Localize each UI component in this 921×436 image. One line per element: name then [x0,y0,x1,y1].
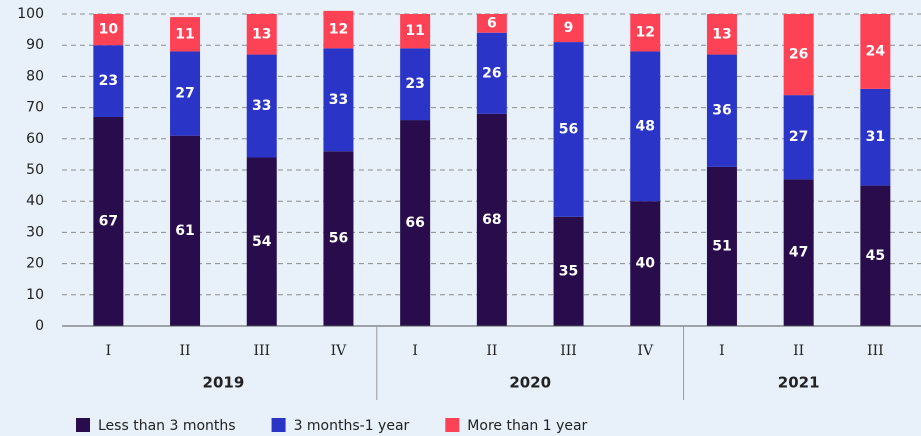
data-label: 11 [175,26,194,42]
data-label: 12 [329,22,348,38]
data-label: 24 [866,43,886,59]
legend-swatch [271,418,286,432]
data-label: 45 [866,248,885,264]
bar-segment [170,135,201,326]
bar-segment [706,166,737,326]
x-tick-label: IV [331,343,348,359]
y-tick-label: 10 [26,287,44,303]
data-label: 54 [252,234,272,250]
data-label: 51 [712,238,731,254]
bar-segment [783,95,814,180]
data-label: 10 [99,22,119,38]
bar-segment [630,201,661,326]
bar-segment [553,42,584,217]
legend-label: More than 1 year [467,418,587,434]
y-tick-label: 40 [26,193,44,209]
bar-segment [630,14,661,52]
data-label: 68 [482,212,501,228]
data-label: 56 [329,231,348,247]
bar-segment [246,157,277,326]
bar-segment [860,88,891,186]
bar-segment [323,151,354,326]
bar-segment [170,17,201,52]
y-tick-label: 80 [26,68,44,84]
bar-segment [400,14,431,49]
y-tick-label: 50 [26,162,44,178]
data-label: 48 [636,118,655,134]
bar-segment [706,14,737,55]
legend-swatch [445,418,460,432]
data-label: 66 [405,215,424,231]
x-tick-label: II [486,343,497,359]
bar-segment [553,14,584,43]
y-tick-label: 0 [35,318,44,334]
bar-segment [630,51,661,202]
bar-segment [246,14,277,55]
data-label: 26 [789,47,808,63]
data-label: 27 [789,129,808,145]
data-label: 6 [487,15,497,31]
data-label: 9 [564,20,574,36]
data-label: 36 [712,103,731,119]
data-label: 33 [329,92,348,108]
group-label: 2019 [203,374,245,392]
data-label: 11 [405,23,424,39]
bar-segment [170,51,201,136]
data-label: 33 [252,98,271,114]
bar-segment [400,120,431,326]
data-label: 13 [712,26,731,42]
y-tick-label: 90 [26,37,44,53]
y-tick-label: 30 [26,224,44,240]
data-label: 23 [99,73,118,89]
legend-label: Less than 3 months [98,418,236,434]
legend-label: 3 months-1 year [294,418,410,434]
bar-segment [93,14,124,46]
x-tick-label: I [412,343,418,359]
bar-segment [323,48,354,152]
bar-segment [93,45,124,117]
x-tick-label: III [867,343,884,359]
bar-segment [783,179,814,326]
x-tick-label: II [180,343,191,359]
x-tick-label: II [793,343,804,359]
data-label: 40 [636,256,656,272]
data-label: 13 [252,26,271,42]
data-label: 47 [789,245,808,261]
bar-segment [476,32,507,114]
bar-segment [553,216,584,326]
x-tick-label: III [560,343,577,359]
data-label: 56 [559,121,578,137]
data-label: 23 [405,76,424,92]
x-tick-label: III [253,343,270,359]
bar-segment [706,54,737,167]
legend-swatch [76,418,90,432]
bar-segment [246,54,277,158]
bar-segment [860,14,891,89]
y-tick-label: 60 [26,131,44,147]
data-label: 12 [636,25,655,41]
y-tick-label: 20 [26,256,44,272]
data-label: 35 [559,263,578,279]
bar-segment [323,10,354,49]
x-tick-label: I [719,343,725,359]
group-label: 2020 [509,374,551,392]
data-label: 31 [866,129,885,145]
bar-segment [476,113,507,326]
bar-segment [783,14,814,96]
y-tick-label: 70 [26,100,44,116]
bar-segment [400,48,431,121]
group-label: 2021 [778,374,820,392]
bar-segment [93,116,124,327]
y-tick-label: 100 [17,6,44,22]
bar-segment [860,185,891,326]
data-label: 27 [175,86,194,102]
x-tick-label: IV [637,343,654,359]
bar-segment [476,14,507,33]
x-tick-label: I [106,343,112,359]
data-label: 26 [482,65,501,81]
data-label: 67 [99,213,118,229]
data-label: 61 [175,223,194,239]
